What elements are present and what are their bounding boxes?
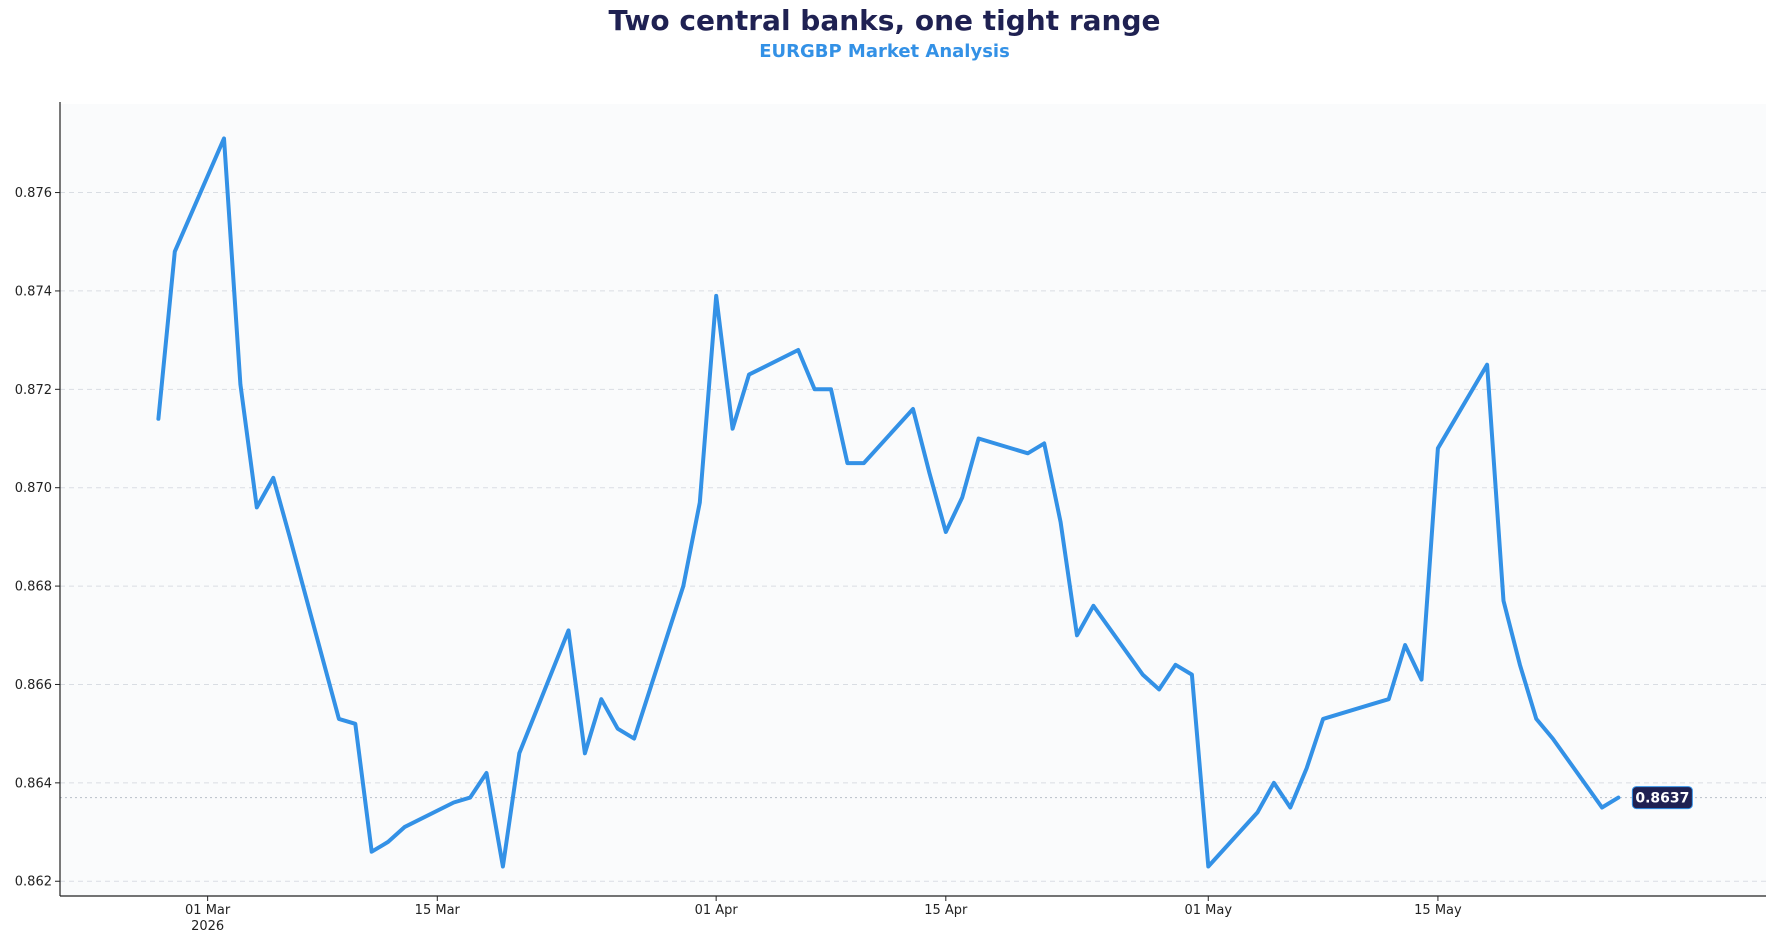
chart-title: Two central banks, one tight range xyxy=(608,4,1161,37)
x-tick-label: 01 May xyxy=(1184,903,1232,918)
y-tick-label: 0.864 xyxy=(15,776,52,791)
x-tick-label: 01 Mar xyxy=(185,903,231,918)
y-tick-label: 0.866 xyxy=(15,678,52,693)
x-tick-sublabel: 2026 xyxy=(191,919,224,934)
chart-subtitle: EURGBP Market Analysis xyxy=(759,41,1010,62)
series-group xyxy=(156,136,1621,869)
plot-background xyxy=(60,104,1766,896)
y-axis-ticks: 0.862 0.864 0.866 0.868 0.870 0.872 0.874 0.876 xyxy=(15,186,60,890)
y-tick-label: 0.874 xyxy=(15,284,52,299)
x-tick-label: 15 Mar xyxy=(415,903,461,918)
y-tick-label: 0.872 xyxy=(15,383,52,398)
last-value-badge-box xyxy=(1631,786,1693,810)
series-line xyxy=(156,136,1621,869)
y-tick-label: 0.862 xyxy=(15,875,52,890)
last-value-badge: 0.8637 xyxy=(1631,786,1693,810)
last-value-label: 0.8637 xyxy=(1635,791,1689,807)
x-tick-label: 01 Apr xyxy=(695,903,739,918)
x-tick-label: 15 Apr xyxy=(924,903,968,918)
y-tick-label: 0.868 xyxy=(15,580,52,595)
x-tick-label: 15 May xyxy=(1414,903,1462,918)
y-tick-label: 0.870 xyxy=(15,481,52,496)
y-tick-label: 0.876 xyxy=(15,186,52,201)
